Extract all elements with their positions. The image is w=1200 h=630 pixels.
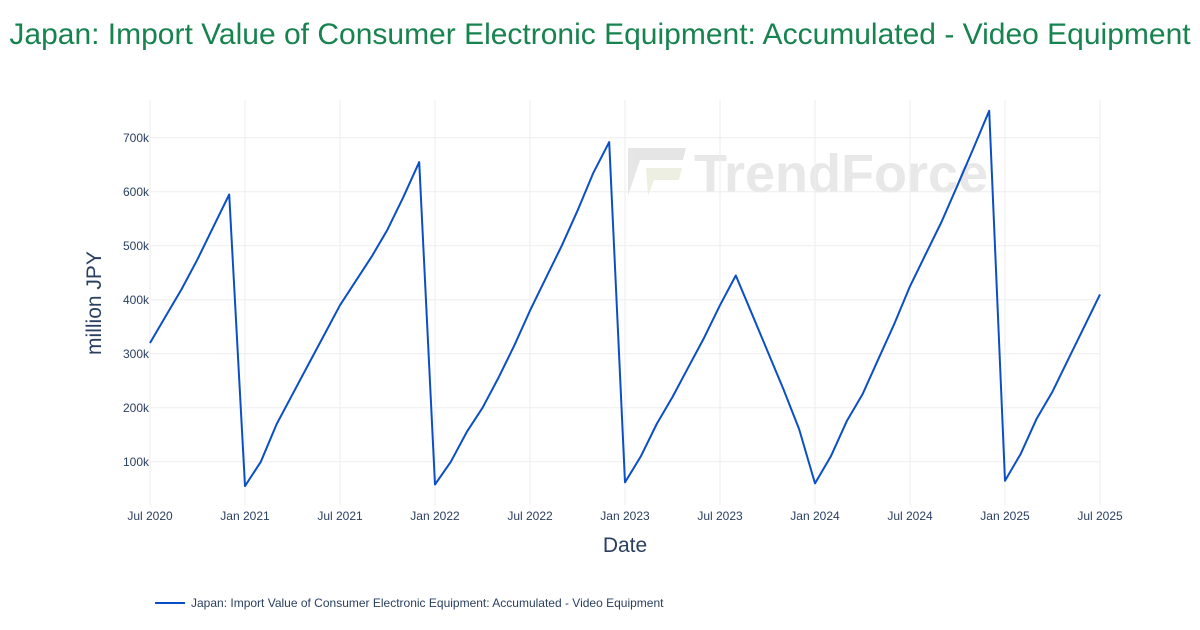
x-tick-label: Jul 2024 [887,509,933,523]
series-layer [149,109,1101,488]
x-tick-label: Jul 2022 [507,509,553,523]
trendforce-watermark: TrendForce [628,144,988,204]
chart-title: Japan: Import Value of Consumer Electron… [9,18,1191,51]
y-tick-label: 300k [123,347,150,361]
legend-line-swatch [155,602,185,604]
x-tick-label: Jul 2023 [697,509,743,523]
x-tick-label: Jan 2024 [790,509,840,523]
y-axis-ticks: 100k 200k 300k 400k 500k 600k 700k [123,131,150,469]
x-axis-ticks: Jul 2020 Jan 2021 Jul 2021 Jan 2022 Jul 2022… [127,509,1123,523]
grid-lines [149,100,1101,505]
y-axis-title: million JPY [83,251,106,355]
watermark-text: TrendForce [694,144,988,204]
x-tick-label: Jul 2025 [1077,509,1123,523]
trendforce-logo-icon [628,148,686,196]
x-tick-label: Jul 2020 [127,509,173,523]
x-axis-title: Date [603,534,647,557]
x-tick-label: Jan 2021 [220,509,270,523]
legend[interactable]: Japan: Import Value of Consumer Electron… [155,596,663,610]
y-tick-label: 700k [123,131,150,145]
y-tick-label: 200k [123,401,150,415]
y-tick-label: 400k [123,293,150,307]
x-tick-label: Jan 2025 [980,509,1030,523]
y-tick-label: 500k [123,239,150,253]
x-tick-label: Jan 2023 [600,509,650,523]
x-tick-label: Jul 2021 [317,509,363,523]
y-tick-label: 600k [123,185,150,199]
legend-label: Japan: Import Value of Consumer Electron… [191,596,664,610]
x-tick-label: Jan 2022 [410,509,460,523]
series-line[interactable] [149,109,1101,488]
y-tick-label: 100k [123,455,150,469]
